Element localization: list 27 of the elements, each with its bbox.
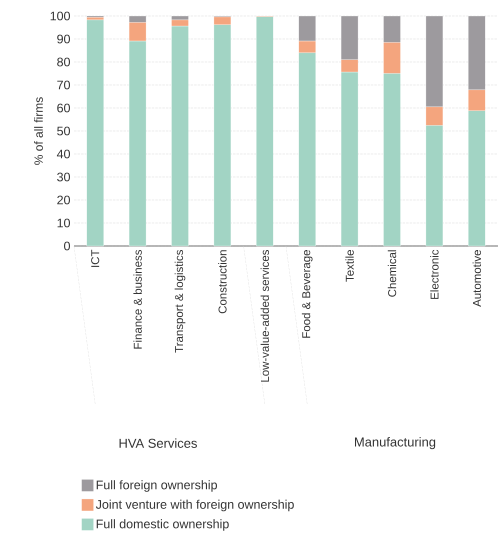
- x-tick-label: Transport & logistics: [174, 250, 186, 353]
- y-tick-label: 50: [57, 126, 70, 136]
- y-tick-label: 80: [57, 58, 70, 66]
- x-tick-label: Electronic: [430, 250, 439, 299]
- y-tick-label: 10: [58, 218, 70, 228]
- y-tick-label: 100: [50, 12, 70, 20]
- y-tick-label: 40: [56, 150, 70, 158]
- legend-label: Full domestic ownership: [96, 519, 229, 531]
- x-tick-label: Automotive: [472, 250, 481, 307]
- y-tick-label: 30: [57, 172, 70, 182]
- y-tick-label: 90: [57, 34, 70, 44]
- text: Manufacturing: [354, 437, 436, 450]
- y-tick-label: 70: [57, 80, 70, 90]
- x-tick-label: Low-value-added services: [260, 250, 270, 382]
- legend-label: Joint venture with foreign ownership: [96, 500, 294, 512]
- y-tick-label: 0: [64, 242, 70, 250]
- y-tick-label: 60: [57, 104, 70, 112]
- legend-label: Full foreign ownership: [96, 480, 217, 492]
- x-tick-label: ICT: [91, 250, 100, 267]
- x-tick-label: Textile: [345, 250, 354, 282]
- x-tick-label: Finance & business: [133, 250, 142, 349]
- y-axis-title: % of all firms: [34, 97, 43, 165]
- y-tick-label: 20: [57, 196, 70, 204]
- x-tick-label: Construction: [218, 250, 227, 314]
- x-tick-label: Chemical: [388, 250, 396, 297]
- text: HVA Services: [120, 438, 197, 448]
- x-tick-label: Food & Beverage: [302, 250, 313, 338]
